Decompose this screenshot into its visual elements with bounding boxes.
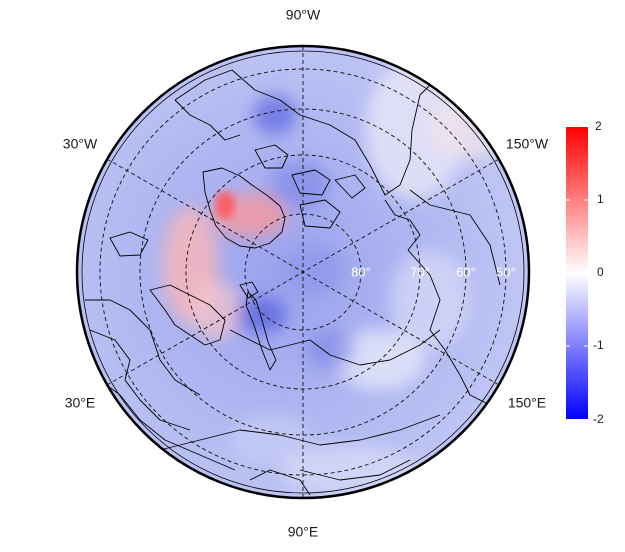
colorbar-label-neg2: -2	[593, 412, 604, 426]
lon-label-top: 90°W	[286, 7, 321, 23]
lon-label-upper-left: 30°W	[63, 136, 98, 152]
lon-label-bottom: 90°E	[288, 524, 319, 540]
lon-label-upper-right: 150°W	[506, 136, 549, 152]
lon-label-lower-left: 30°E	[65, 395, 96, 411]
lon-label-lower-right: 150°E	[508, 395, 546, 411]
lat-label-80: 80°	[351, 264, 371, 279]
colorbar-label-0: 0	[597, 265, 604, 279]
map-inner-boundary	[81, 50, 525, 494]
colorbar-label-1: 1	[597, 192, 604, 206]
lat-label-60: 60°	[456, 264, 476, 279]
colorbar-ticks	[566, 199, 588, 347]
colorbar-label-neg1: -1	[593, 338, 604, 352]
colorbar-label-2: 2	[595, 119, 602, 133]
graticule	[99, 46, 507, 498]
colorbar: 2 1 0 -1 -2	[566, 119, 604, 426]
map-boundary	[75, 44, 531, 500]
coastlines	[85, 69, 501, 496]
lat-label-50: 50°	[496, 264, 516, 279]
lat-label-70: 70°	[410, 264, 430, 279]
colorbar-gradient	[566, 127, 588, 419]
